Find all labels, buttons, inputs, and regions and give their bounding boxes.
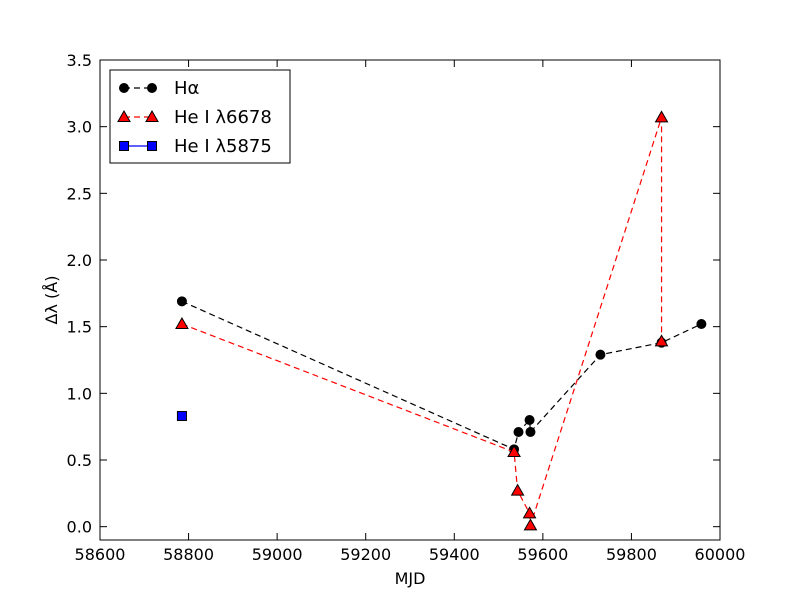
series-line	[181, 300, 702, 451]
x-tick-label: 59200	[340, 545, 391, 564]
legend-label: Hα	[174, 78, 199, 99]
y-tick-label: 1.5	[67, 318, 92, 337]
ticks: 58600 58800 59000 59200 59400 59600 59800 60000…	[67, 51, 746, 564]
legend-marker	[119, 141, 129, 151]
data-point	[595, 349, 606, 360]
x-tick-label: 59000	[252, 545, 303, 564]
data-point	[525, 427, 536, 437]
x-tick-label: 59800	[606, 545, 657, 564]
y-tick-label: 2.5	[67, 184, 92, 203]
legend-label: He I λ6678	[174, 107, 272, 128]
data-point	[654, 110, 669, 123]
data-point	[507, 444, 521, 457]
legend: Hα He I λ6678 He I λ5875	[109, 69, 291, 164]
x-tick-label: 58800	[163, 545, 214, 564]
data-point	[176, 296, 187, 307]
data-point	[654, 334, 669, 347]
x-tick-label: 59400	[429, 545, 480, 564]
plot-frame	[99, 59, 721, 541]
y-axis-title: Δλ (Å)	[42, 276, 61, 325]
series-line	[181, 117, 663, 526]
y-tick-label: 0.5	[67, 451, 92, 470]
y-tick-label: 3.5	[67, 51, 92, 70]
x-axis-title: MJD	[395, 569, 426, 588]
series-1	[175, 110, 669, 531]
data-point	[523, 518, 538, 531]
data-point	[513, 427, 524, 437]
data-point	[524, 415, 535, 425]
data-point	[510, 483, 525, 496]
y-tick-label: 1.0	[67, 384, 92, 403]
data-point	[522, 506, 537, 519]
plot-area	[175, 110, 707, 531]
x-tick-label: 58600	[75, 545, 126, 564]
y-tick-label: 3.0	[67, 118, 92, 137]
legend-label: He I λ5875	[174, 136, 272, 157]
x-tick-label: 59600	[517, 545, 568, 564]
series-0	[176, 296, 707, 455]
data-point	[175, 316, 189, 329]
series-2	[176, 411, 187, 421]
legend-marker	[147, 141, 157, 151]
legend-marker	[147, 83, 157, 93]
legend-marker	[145, 109, 159, 122]
x-tick-label: 60000	[695, 545, 746, 564]
y-tick-label: 0.0	[67, 518, 92, 537]
legend-marker	[119, 83, 129, 93]
data-point	[696, 319, 707, 329]
y-tick-label: 2.0	[67, 251, 92, 270]
data-point	[176, 411, 187, 421]
legend-marker	[117, 109, 131, 122]
